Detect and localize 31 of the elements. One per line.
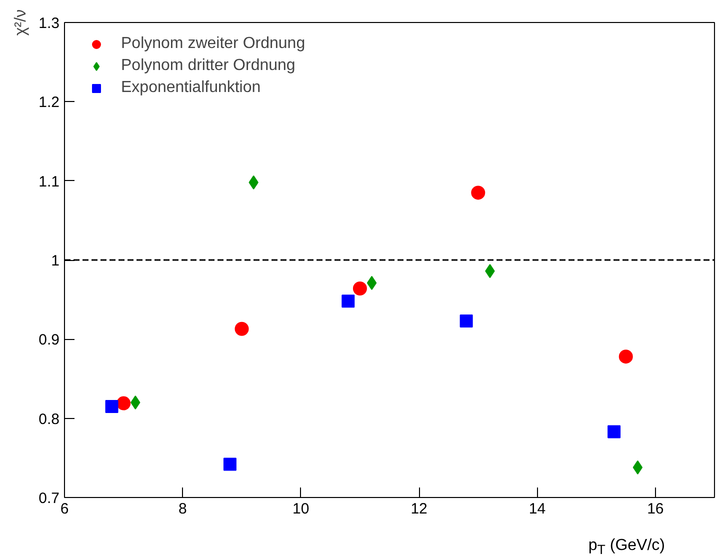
point [632,460,643,474]
point [460,314,473,328]
legend-label: Polynom dritter Ordnung [121,57,296,75]
y-tick-label: 1.2 [38,94,60,112]
y-tick-label: 1.1 [38,173,60,190]
y-tick-label: 1.3 [38,15,60,32]
legend-label: Polynom zweiter Ordnung [121,35,306,53]
y-tick-label: 0.9 [38,332,60,349]
point [116,396,131,410]
point [105,400,118,413]
x-axis-title: p$_{T}$ (GeV/c) [588,536,665,556]
y-tick-label: 0.8 [38,410,60,428]
legend-label: Exponentialfunktion [121,79,261,97]
point [608,425,621,438]
point [618,350,633,364]
point [352,282,367,296]
y-tick-label: 0.7 [38,490,60,507]
y-axis-title: χ²/ν [12,9,30,36]
x-tick-label: 16 [647,500,664,518]
point [234,322,249,336]
x-tick-label: 14 [528,500,546,518]
point [342,294,355,308]
x-tick-label: 12 [410,500,428,518]
x-tick-label: 6 [60,500,69,518]
y-tick-label: 1 [51,252,60,270]
point [471,186,486,200]
point [223,458,236,471]
x-tick-label: 8 [178,500,187,518]
point [130,396,140,410]
x-tick-label: 10 [292,500,310,518]
point [366,276,377,290]
